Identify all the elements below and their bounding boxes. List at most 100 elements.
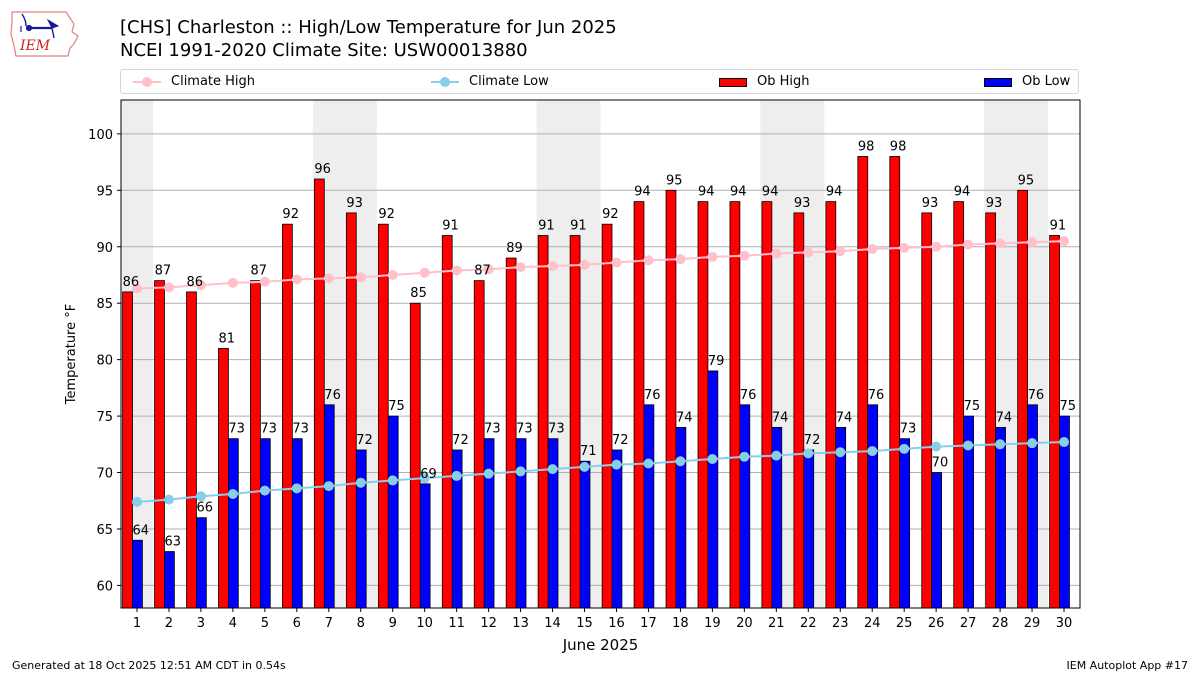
climate-low-point-day-15 bbox=[579, 461, 590, 472]
x-tick-label: 17 bbox=[640, 616, 657, 631]
y-tick-label: 70 bbox=[96, 467, 113, 482]
ob-low-value-label: 76 bbox=[740, 388, 757, 403]
x-tick-label: 10 bbox=[416, 616, 433, 631]
x-tick-label: 20 bbox=[736, 616, 753, 631]
ob-high-patch-icon bbox=[719, 77, 747, 87]
y-gridlines bbox=[121, 133, 1080, 586]
climate-low-point-day-16 bbox=[611, 459, 622, 470]
climate-high-point-day-2 bbox=[163, 282, 174, 293]
climate-high-point-day-22 bbox=[803, 247, 814, 258]
ob-high-bar-day-8 bbox=[345, 212, 357, 609]
x-tick-label: 5 bbox=[261, 616, 269, 631]
ob-low-value-label: 64 bbox=[133, 523, 150, 538]
x-tick-label: 25 bbox=[896, 616, 913, 631]
climate-high-point-day-18 bbox=[675, 254, 686, 265]
ob-high-bar-day-6 bbox=[282, 223, 293, 609]
iem-logo: IEM bbox=[10, 11, 79, 57]
legend-label: Climate High bbox=[171, 74, 256, 89]
ob-high-bar-day-4 bbox=[218, 347, 229, 609]
ob-low-value-label: 76 bbox=[1028, 388, 1045, 403]
climate-high-point-day-1 bbox=[131, 283, 142, 294]
y-tick-label: 60 bbox=[96, 579, 113, 594]
x-tick-label: 29 bbox=[1024, 616, 1041, 631]
x-tick-label: 21 bbox=[768, 616, 785, 631]
y-tick-label: 80 bbox=[96, 354, 113, 369]
climate-low-line bbox=[136, 441, 1065, 503]
ob-low-bar-day-6 bbox=[291, 438, 303, 609]
ob-high-bar-day-18 bbox=[665, 189, 677, 609]
ob-high-bar-day-19 bbox=[697, 201, 709, 609]
x-tick-label: 1 bbox=[133, 616, 141, 631]
climate-high-point-day-30 bbox=[1059, 236, 1070, 247]
ob-high-bar-day-3 bbox=[186, 291, 197, 609]
ob-high-value-label: 94 bbox=[730, 185, 747, 200]
climate-low-point-day-21 bbox=[771, 450, 782, 461]
climate-low-point-day-24 bbox=[867, 446, 878, 457]
ob-low-bar-day-24 bbox=[867, 404, 879, 609]
x-tick-label: 23 bbox=[832, 616, 849, 631]
climate-high-point-day-4 bbox=[227, 277, 238, 288]
climate-low-point-day-2 bbox=[163, 494, 174, 505]
x-tick-label: 11 bbox=[448, 616, 465, 631]
ob-high-value-label: 95 bbox=[1018, 173, 1035, 188]
ob-high-bar-day-15 bbox=[569, 235, 581, 609]
ob-high-value-label: 94 bbox=[698, 185, 715, 200]
ob-high-bar-day-5 bbox=[250, 280, 261, 609]
climate-high-point-day-21 bbox=[771, 248, 782, 259]
climate-high-point-day-23 bbox=[835, 246, 846, 257]
legend-item-ob-high: Ob High bbox=[719, 74, 810, 90]
ob-low-bar-day-5 bbox=[259, 438, 271, 609]
ob-high-value-label: 94 bbox=[762, 185, 779, 200]
ob-high-bar-day-11 bbox=[441, 235, 453, 609]
ob-high-value-label: 92 bbox=[602, 207, 619, 222]
ob-low-value-label: 71 bbox=[580, 444, 597, 459]
climate-low-point-day-13 bbox=[515, 466, 526, 477]
ob-high-bar-day-28 bbox=[985, 212, 997, 609]
climate-high-point-day-29 bbox=[1027, 237, 1038, 248]
x-tick-label: 9 bbox=[389, 616, 397, 631]
climate-low-point-day-12 bbox=[483, 468, 494, 479]
ob-high-bar-day-27 bbox=[953, 201, 965, 609]
ob-low-value-label: 73 bbox=[484, 422, 501, 437]
climate-low-point-day-11 bbox=[451, 470, 462, 481]
climate-high-point-day-28 bbox=[995, 238, 1006, 249]
y-tick-label: 75 bbox=[96, 410, 113, 425]
x-tick-label: 19 bbox=[704, 616, 721, 631]
x-tick-label: 8 bbox=[357, 616, 365, 631]
chart-title: [CHS] Charleston :: High/Low Temperature… bbox=[120, 17, 617, 38]
climate-low-point-day-22 bbox=[803, 448, 814, 459]
ob-low-bar-day-7 bbox=[323, 404, 335, 609]
climate-high-point-day-8 bbox=[355, 272, 366, 283]
legend-label: Climate Low bbox=[469, 74, 549, 89]
ob-low-bar-day-15 bbox=[579, 460, 591, 609]
climate-low-line-icon bbox=[431, 74, 459, 90]
plot-frame bbox=[120, 99, 1081, 609]
chart-legend: Climate High Climate Low Ob High Ob Low bbox=[120, 69, 1079, 94]
climate-low-point-day-3 bbox=[195, 491, 206, 502]
climate-low-point-day-18 bbox=[675, 456, 686, 467]
climate-high-point-day-5 bbox=[259, 276, 270, 287]
climate-high-point-day-9 bbox=[387, 269, 398, 280]
x-axis-ticks: 1 2 3 4 5 6 7 8 9 10 11 12 13 14 15 16 17 18 19 20 21 22 23 24 2… bbox=[133, 608, 1072, 631]
climate-low-point-day-9 bbox=[387, 475, 398, 486]
x-tick-label: 24 bbox=[864, 616, 881, 631]
climate-high-point-day-15 bbox=[579, 259, 590, 270]
y-tick-label: 90 bbox=[96, 241, 113, 256]
ob-high-bar-day-25 bbox=[889, 156, 901, 609]
climate-high-point-day-12 bbox=[483, 264, 494, 275]
climate-high-point-day-10 bbox=[419, 267, 430, 278]
ob-high-bar-day-21 bbox=[761, 201, 773, 609]
climate-high-point-day-16 bbox=[611, 257, 622, 268]
ob-high-value-label: 81 bbox=[218, 331, 235, 346]
ob-high-value-label: 91 bbox=[1050, 218, 1067, 233]
ob-high-bar-day-20 bbox=[729, 201, 741, 609]
climate-low-point-day-30 bbox=[1059, 437, 1070, 448]
ob-low-bar-day-2 bbox=[164, 551, 175, 609]
ob-low-value-label: 76 bbox=[868, 388, 885, 403]
ob-low-value-label: 76 bbox=[324, 388, 341, 403]
ob-low-bar-day-29 bbox=[1027, 404, 1038, 609]
ob-high-value-label: 89 bbox=[506, 241, 523, 256]
ob-high-bar-day-26 bbox=[921, 212, 933, 609]
ob-low-bar-day-26 bbox=[931, 472, 942, 609]
ob-high-value-label: 85 bbox=[410, 286, 427, 301]
